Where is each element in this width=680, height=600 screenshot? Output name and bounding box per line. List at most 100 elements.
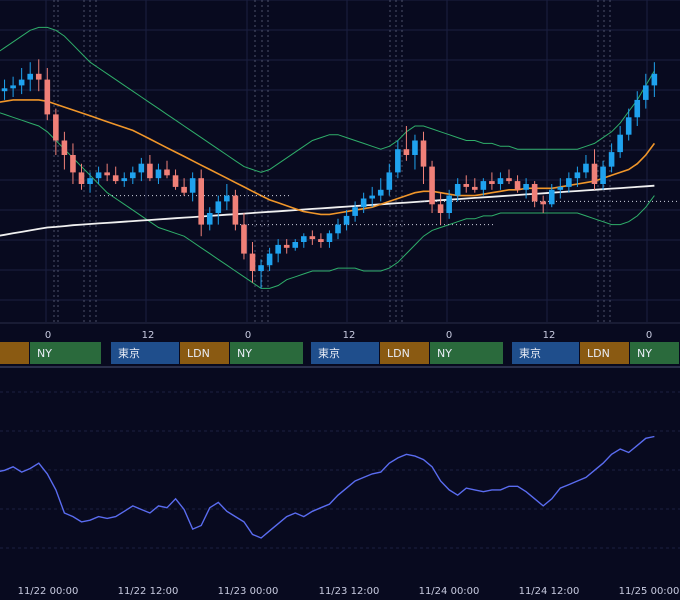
candle-body (360, 198, 367, 208)
session-tokyo-label: 東京 (318, 346, 340, 360)
hour-axis: 0 12 0 12 0 12 0 (0, 322, 680, 341)
candle-bullish (446, 189, 452, 219)
candle-bullish (189, 172, 196, 202)
candle-bullish (386, 163, 393, 196)
session-london-label: LDN (587, 347, 610, 360)
session-london-label: LDN (387, 347, 410, 360)
date-axis-label: 11/25 00:00 (619, 586, 680, 597)
candle-body (600, 166, 606, 184)
candle-body (189, 178, 196, 193)
candle-bullish (497, 172, 504, 190)
candle-bullish (583, 155, 589, 179)
hour-axis-label: 12 (343, 330, 356, 341)
candle-bearish (403, 126, 410, 161)
candle-bullish (634, 91, 641, 126)
candle-bullish (548, 184, 555, 208)
candle-bearish (78, 163, 85, 190)
candle-bearish (283, 239, 290, 254)
session-tokyo-label: 東京 (118, 346, 140, 360)
candle-bullish (258, 259, 264, 289)
candle-bearish (35, 59, 42, 92)
candle-body (625, 117, 632, 135)
candle-body (283, 244, 290, 248)
candle-body (506, 178, 512, 182)
candle-bullish (266, 247, 273, 271)
session-tokyo (512, 342, 579, 364)
candle-body (70, 155, 76, 173)
bollinger-bands (0, 26, 655, 289)
candle-bearish (112, 166, 119, 184)
candle-bullish (335, 218, 341, 240)
candle-body (78, 172, 85, 184)
date-axis-label: 11/23 00:00 (218, 586, 279, 597)
candle-bearish (514, 175, 521, 193)
candle-body (138, 163, 145, 173)
candle-bullish (377, 178, 384, 202)
session-bar: 東京 LDN NY (111, 342, 303, 364)
candle-body (583, 163, 589, 173)
candle-bullish (480, 178, 487, 196)
candle-bullish (608, 143, 615, 173)
candle-body (395, 149, 401, 173)
candle-body (112, 175, 119, 182)
candle-body (480, 181, 487, 190)
candle-body (301, 236, 307, 242)
candle-body (454, 184, 461, 196)
candle-body (335, 224, 341, 234)
candle-bearish (172, 169, 179, 190)
session-ny (430, 342, 503, 364)
date-axis-label: 11/22 12:00 (118, 586, 179, 597)
candle-bearish (249, 242, 256, 283)
dotted-price-lines (100, 195, 680, 226)
candle-bearish (70, 143, 76, 184)
candle-bearish (164, 160, 170, 179)
candle-bullish (566, 172, 572, 193)
oscillator-polyline (0, 435, 655, 539)
candle-body (155, 169, 162, 179)
candle-body (198, 178, 204, 225)
candle-body (292, 242, 299, 248)
candle-body (249, 253, 256, 271)
candle-body (27, 73, 33, 80)
candle-body (403, 149, 410, 155)
session-ny-label: NY (37, 347, 52, 360)
candle-bearish (181, 178, 187, 196)
candle-body (420, 140, 427, 167)
session-tokyo-label: 東京 (519, 346, 541, 360)
candle-body (232, 195, 239, 225)
candle-bearish (309, 230, 316, 245)
candle-body (215, 201, 222, 213)
candle-body (95, 172, 102, 179)
candle-bearish (540, 195, 546, 213)
candle-bearish (463, 175, 470, 193)
candle-body (591, 163, 598, 184)
candle-bullish (360, 192, 367, 213)
session-ny (230, 342, 303, 364)
candle-body (10, 85, 16, 89)
candle-body (429, 166, 435, 205)
candle-bullish (343, 210, 350, 231)
candle-bullish (600, 160, 606, 190)
candle-body (147, 163, 153, 179)
candle-bullish (301, 233, 307, 248)
bollinger-upper-line (0, 26, 655, 173)
candle-bearish (198, 169, 204, 237)
candle-bearish (506, 169, 512, 184)
hour-axis-label: 12 (142, 330, 155, 341)
candle-body (617, 134, 623, 153)
date-axis-label: 11/22 00:00 (18, 586, 79, 597)
candle-body (164, 169, 170, 176)
candle-body (523, 184, 529, 190)
grid-layer (0, 0, 680, 322)
candle-body (18, 79, 25, 86)
session-london (580, 342, 629, 364)
session-london (180, 342, 229, 364)
hour-axis-label: 0 (646, 330, 652, 341)
session-ny (30, 342, 101, 364)
white-moving-average-line (0, 184, 655, 237)
session-london (380, 342, 429, 364)
candle-body (497, 178, 504, 184)
candle-body (326, 233, 333, 242)
candle-bearish (591, 149, 598, 190)
